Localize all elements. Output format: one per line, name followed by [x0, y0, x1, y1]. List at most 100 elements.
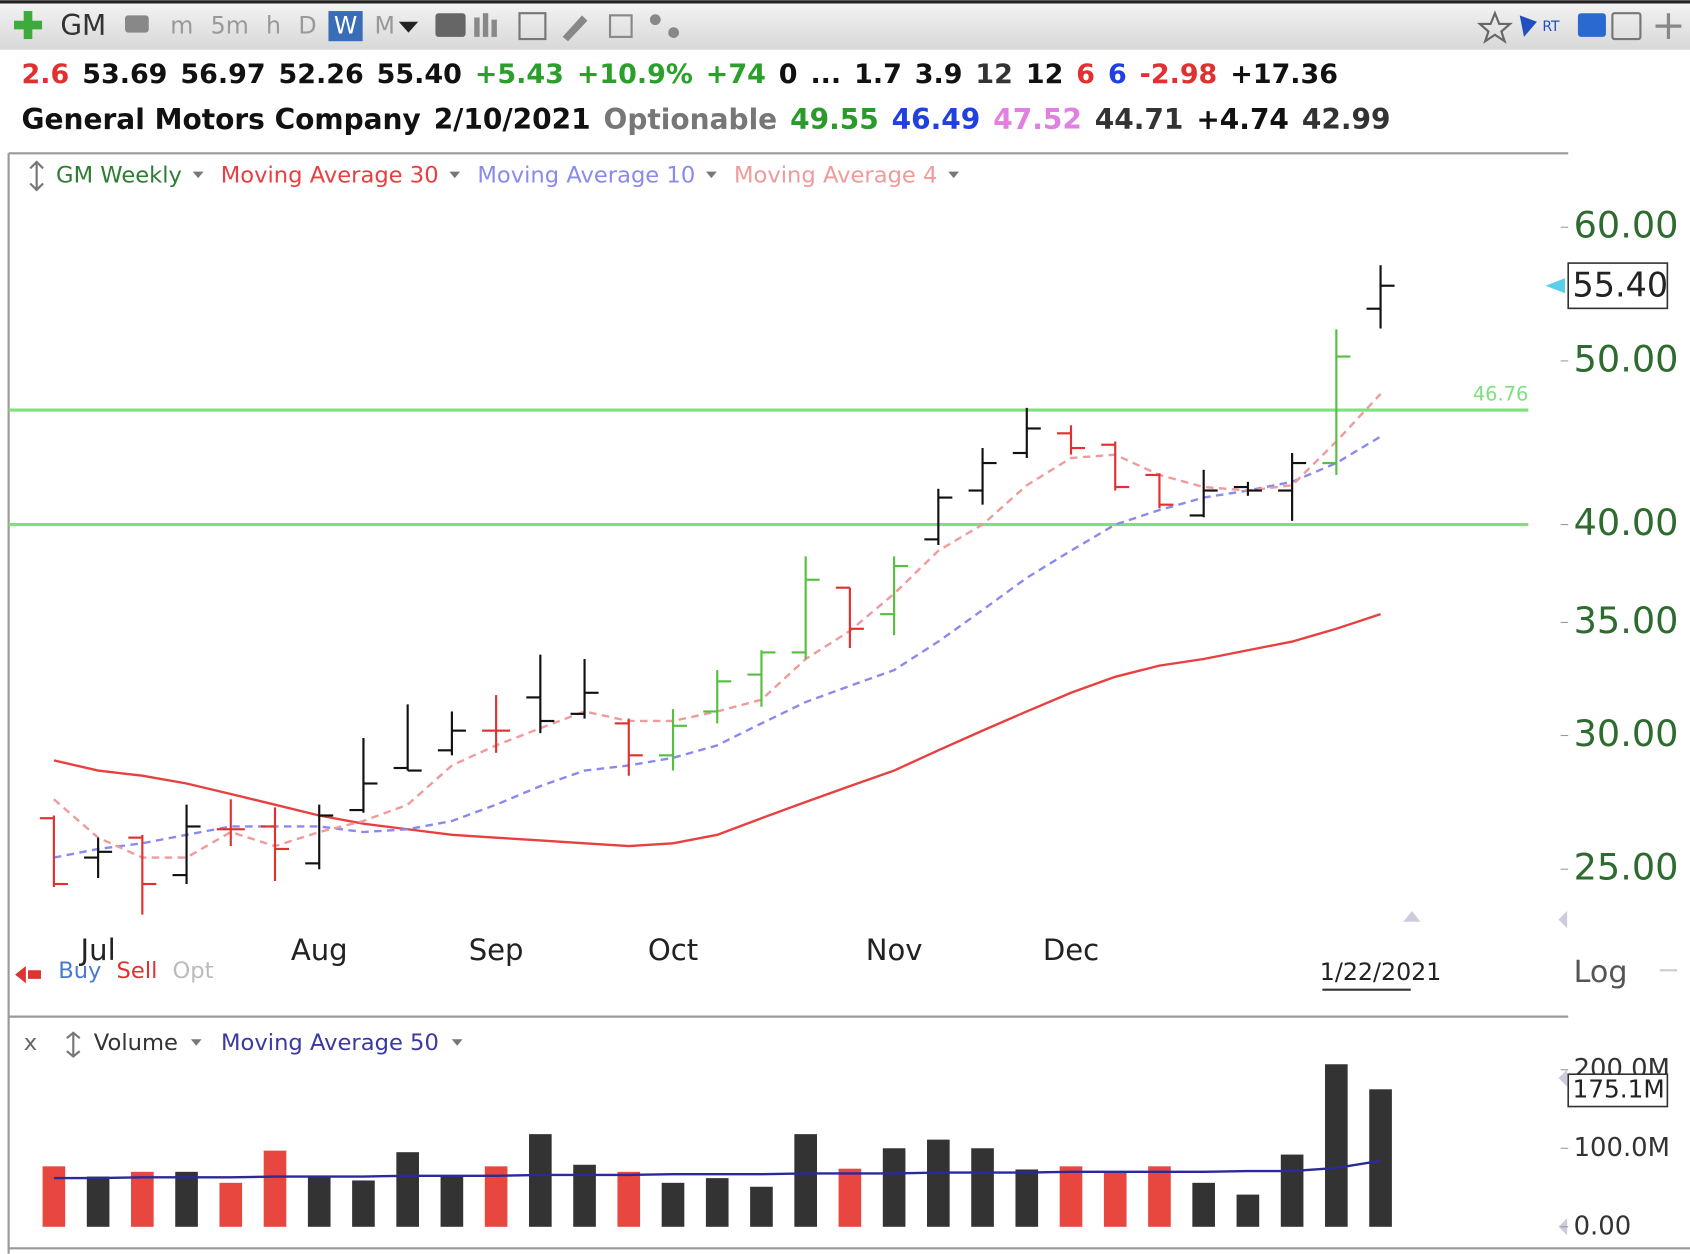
legend-entry[interactable]: Moving Average 10 [477, 162, 695, 188]
y-tick-label: 35.00 [1574, 599, 1679, 642]
quote-field: 53.69 [82, 59, 167, 90]
volume-bar [175, 1171, 198, 1227]
quote-panel [0, 49, 1690, 154]
quote-field: General Motors Company [22, 103, 421, 136]
volume-bar [794, 1134, 817, 1227]
last-value-label: 55.40 [1573, 265, 1669, 304]
legend-entry[interactable]: Moving Average 50 [221, 1030, 439, 1056]
price-marker [1545, 278, 1565, 294]
interval-button[interactable]: h [266, 12, 281, 40]
legend-entry[interactable]: GM Weekly [56, 162, 182, 188]
quote-field: 12 [975, 59, 1013, 90]
quote-field: 6 [1108, 59, 1127, 90]
volume-bar [927, 1139, 950, 1227]
move-icon[interactable] [66, 1031, 81, 1058]
close-button[interactable]: x [24, 1030, 37, 1056]
dropdown-arrow[interactable] [190, 1039, 202, 1046]
quote-field: 1.7 [854, 59, 902, 90]
legend-entry[interactable]: Moving Average 30 [221, 162, 439, 188]
quote-field: 2/10/2021 [434, 103, 591, 136]
scale-label[interactable]: Log [1574, 955, 1628, 990]
rt-label: RT [1542, 19, 1560, 35]
y-tick-label: 60.00 [1574, 204, 1679, 247]
last-value-label: 175.1M [1573, 1074, 1665, 1103]
dropdown-arrow[interactable] [451, 1039, 463, 1046]
volume-bar [838, 1168, 862, 1227]
quote-field: +4.74 [1196, 103, 1289, 136]
volume-bar [307, 1177, 331, 1227]
x-tick-label: Jul [79, 933, 116, 967]
symbol: GM [60, 9, 106, 42]
interval-button[interactable]: 5m [211, 12, 249, 40]
x-tick-label: Dec [1043, 933, 1099, 967]
volume-bar [529, 1134, 552, 1227]
quote-field: +5.43 [475, 59, 564, 90]
move-icon[interactable] [29, 160, 44, 192]
y-tick-label: 25.00 [1574, 846, 1679, 889]
volume-bar [484, 1166, 508, 1227]
interval-button[interactable]: D [298, 12, 316, 40]
moving-average-line [53, 613, 1381, 848]
volume-bar [1325, 1064, 1348, 1227]
scroll-arrow[interactable] [1558, 1069, 1568, 1087]
volume-bar [617, 1171, 641, 1227]
quote-field: 6 [1076, 59, 1095, 90]
dropdown-arrow[interactable] [706, 171, 717, 179]
interval-button[interactable]: M [375, 12, 395, 40]
volume-bar [1015, 1169, 1039, 1227]
scroll-arrow[interactable] [1558, 911, 1568, 929]
quote-field: 3.9 [915, 59, 963, 90]
volume-bar [131, 1171, 154, 1227]
y-tick-label: 40.00 [1574, 501, 1679, 544]
volume-bar [661, 1182, 685, 1227]
quote-field: Optionable [604, 103, 778, 136]
volume-bar [42, 1166, 66, 1227]
volume-bar [219, 1182, 243, 1227]
dropdown-arrow[interactable] [449, 171, 461, 179]
volume-bar [440, 1176, 464, 1227]
quote-field: 52.26 [279, 59, 364, 90]
legend-entry[interactable]: Moving Average 4 [734, 162, 937, 188]
add-icon[interactable] [14, 11, 43, 40]
y-tick-label: 0.00 [1574, 1211, 1632, 1241]
interval-button[interactable]: m [170, 12, 193, 40]
quote-field: +74 [706, 59, 766, 90]
volume-bar [705, 1178, 729, 1227]
quote-field: 12 [1026, 59, 1064, 90]
top-border [0, 0, 1690, 4]
volume-bar [1059, 1166, 1083, 1227]
volume-bar [1103, 1171, 1127, 1227]
volume-bar [396, 1152, 419, 1227]
quote-field: -2.98 [1140, 59, 1218, 90]
quote-field: 2.6 [22, 59, 70, 90]
scroll-arrow[interactable] [1403, 911, 1421, 922]
quote-field: +17.36 [1230, 59, 1338, 90]
trade-button[interactable]: Sell [117, 958, 158, 984]
y-tick-label: 50.00 [1574, 337, 1679, 380]
trade-icon[interactable] [15, 965, 41, 984]
quote-field: 56.97 [180, 59, 265, 90]
horizontal-line-label: 46.76 [1473, 382, 1529, 405]
toolbar-icons[interactable] [125, 10, 1682, 44]
quote-field: 44.71 [1095, 103, 1184, 136]
dropdown-arrow[interactable] [192, 171, 204, 179]
volume-bar [750, 1186, 773, 1227]
quote-field: 42.99 [1302, 103, 1391, 136]
legend-entry[interactable]: Volume [94, 1030, 178, 1056]
volume-bar [263, 1150, 287, 1227]
interval-button[interactable]: W [334, 12, 357, 40]
y-tick-label: 100.0M [1574, 1133, 1670, 1163]
volume-bar [86, 1176, 110, 1227]
interval-highlight [328, 11, 363, 42]
volume-bar [1148, 1166, 1171, 1227]
trade-button[interactable]: Buy [58, 958, 101, 984]
volume-bar [573, 1164, 596, 1227]
quote-field: +10.9% [577, 59, 693, 90]
volume-bar [971, 1148, 994, 1227]
x-tick-label: Nov [866, 933, 923, 967]
trade-button[interactable]: Opt [173, 958, 214, 984]
toolbar [0, 0, 1690, 50]
dropdown-arrow[interactable] [948, 171, 960, 179]
